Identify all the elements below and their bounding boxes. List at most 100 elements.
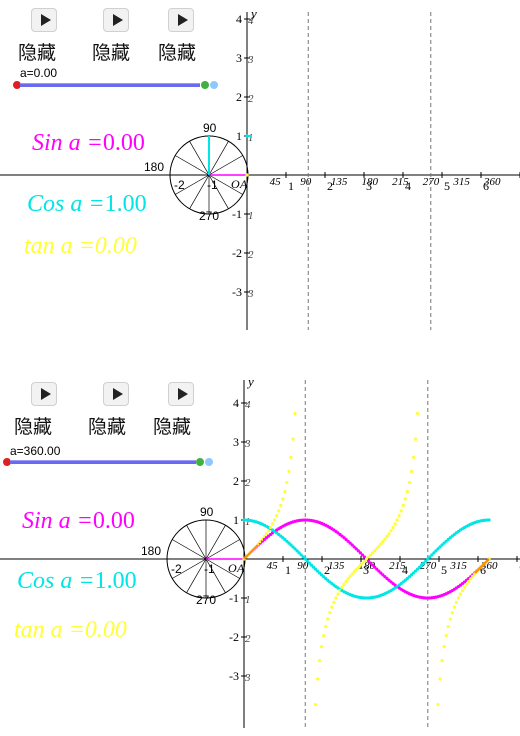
cos-point	[432, 551, 436, 555]
angle-slider[interactable]	[10, 460, 196, 464]
degree-label: 135	[328, 560, 345, 572]
cos-point	[424, 559, 428, 563]
play-button-2[interactable]	[103, 8, 129, 32]
cos-point	[297, 551, 301, 555]
cos-point	[434, 549, 438, 553]
y-axis-label: y	[249, 6, 257, 21]
play-button-1[interactable]	[31, 382, 57, 406]
cos-point	[430, 553, 434, 557]
cos-point	[299, 553, 303, 557]
x-tick-label: 5	[441, 563, 447, 577]
play-button-3[interactable]	[168, 8, 194, 32]
play-button-2[interactable]	[103, 382, 129, 406]
slider-settings-icon[interactable]	[205, 458, 213, 466]
sin-readout: Sin a =0.00	[22, 508, 135, 535]
degree-label: 45	[270, 176, 282, 188]
cos-point	[287, 541, 291, 545]
y-tick-label: 3	[233, 435, 239, 449]
sin-point	[375, 567, 379, 571]
sin-point	[354, 547, 358, 551]
angle-arc	[243, 544, 259, 560]
degree-label: 315	[452, 176, 470, 188]
cos-point	[315, 569, 320, 573]
function-graph-bottom[interactable]: y44332211-11-22-331234567459013518021527…	[0, 368, 520, 728]
slider-start-icon[interactable]	[3, 458, 11, 466]
hide-button-1[interactable]: 隐藏	[14, 416, 53, 438]
tan-point	[319, 644, 324, 649]
cos-point	[319, 573, 324, 577]
angle-slider[interactable]	[20, 83, 200, 87]
slider-handle-icon[interactable]	[196, 458, 204, 466]
tan-point	[362, 559, 367, 563]
tan-point	[436, 702, 440, 707]
tan-point	[446, 624, 450, 629]
y-tick-italic-label: 3	[244, 438, 251, 450]
x-tick-label: 4	[402, 563, 408, 577]
circle-spoke	[205, 525, 226, 560]
tan-point	[387, 532, 391, 536]
tan-point	[348, 574, 352, 578]
hide-button-2[interactable]: 隐藏	[88, 416, 127, 438]
sin-point	[352, 545, 356, 549]
cos-point	[420, 563, 424, 567]
sin-point	[366, 559, 371, 563]
cos-point	[418, 565, 422, 569]
degree-label: 315	[449, 560, 467, 572]
tan-point	[389, 529, 393, 533]
tan-point	[464, 582, 469, 586]
circle-spoke	[189, 174, 210, 209]
origin-label: O	[228, 561, 237, 575]
tan-point	[332, 600, 336, 604]
circle-label-180: 180	[144, 160, 164, 174]
tan-value: 0.00	[84, 617, 127, 643]
tan-point	[469, 577, 473, 581]
degree-label: 90	[297, 560, 309, 572]
cos-point	[289, 543, 293, 547]
hide-button-3[interactable]: 隐藏	[153, 416, 192, 438]
tan-point	[358, 563, 362, 567]
tan-point	[277, 509, 281, 513]
tan-point	[403, 497, 407, 501]
tan-point	[379, 542, 383, 546]
cos-value: 1.00	[94, 568, 137, 594]
slider-start-icon[interactable]	[13, 81, 21, 89]
sin-readout: Sin a =0.00	[32, 130, 145, 157]
play-button-1[interactable]	[31, 8, 57, 32]
hide-button-1[interactable]: 隐藏	[18, 42, 57, 64]
hide-button-2[interactable]: 隐藏	[92, 42, 131, 64]
degree-label: 90	[300, 176, 312, 188]
sin-point	[369, 561, 373, 565]
y-tick-label: 4	[233, 396, 239, 410]
hide-button-3[interactable]: 隐藏	[158, 42, 197, 64]
tan-point	[273, 518, 277, 522]
cos-point	[442, 541, 446, 545]
slider-settings-icon[interactable]	[210, 81, 218, 89]
function-graph-top[interactable]: y44332211-11-22-331234567459013518021527…	[0, 0, 520, 360]
play-button-3[interactable]	[168, 382, 194, 406]
tan-point	[315, 677, 320, 681]
y-tick-italic-label: 2	[245, 633, 251, 645]
circle-spoke	[205, 539, 240, 560]
circle-label-neg1: -1	[204, 562, 215, 576]
y-tick-label: -3	[229, 669, 239, 683]
tan-readout: tan a =0.00	[24, 233, 137, 260]
tan-point	[285, 480, 289, 485]
tan-point	[354, 567, 358, 572]
cos-label: Cos a	[27, 191, 83, 217]
cos-point	[436, 547, 440, 551]
cos-readout: Cos a =1.00	[17, 568, 137, 595]
y-tick-label: -1	[229, 591, 239, 605]
slider-handle-icon[interactable]	[201, 81, 209, 89]
sin-point	[373, 565, 377, 569]
y-tick-label: 4	[236, 12, 242, 26]
tan-point	[385, 534, 389, 539]
y-tick-italic-label: 3	[244, 672, 251, 684]
y-tick-italic-label: 2	[248, 93, 254, 105]
cos-point	[317, 571, 322, 575]
y-tick-label: 3	[236, 51, 242, 65]
tan-value: 0.00	[94, 233, 137, 259]
sin-eq: =	[76, 508, 93, 534]
tan-point	[391, 525, 395, 530]
tan-point	[467, 579, 471, 584]
tan-point	[397, 514, 401, 518]
